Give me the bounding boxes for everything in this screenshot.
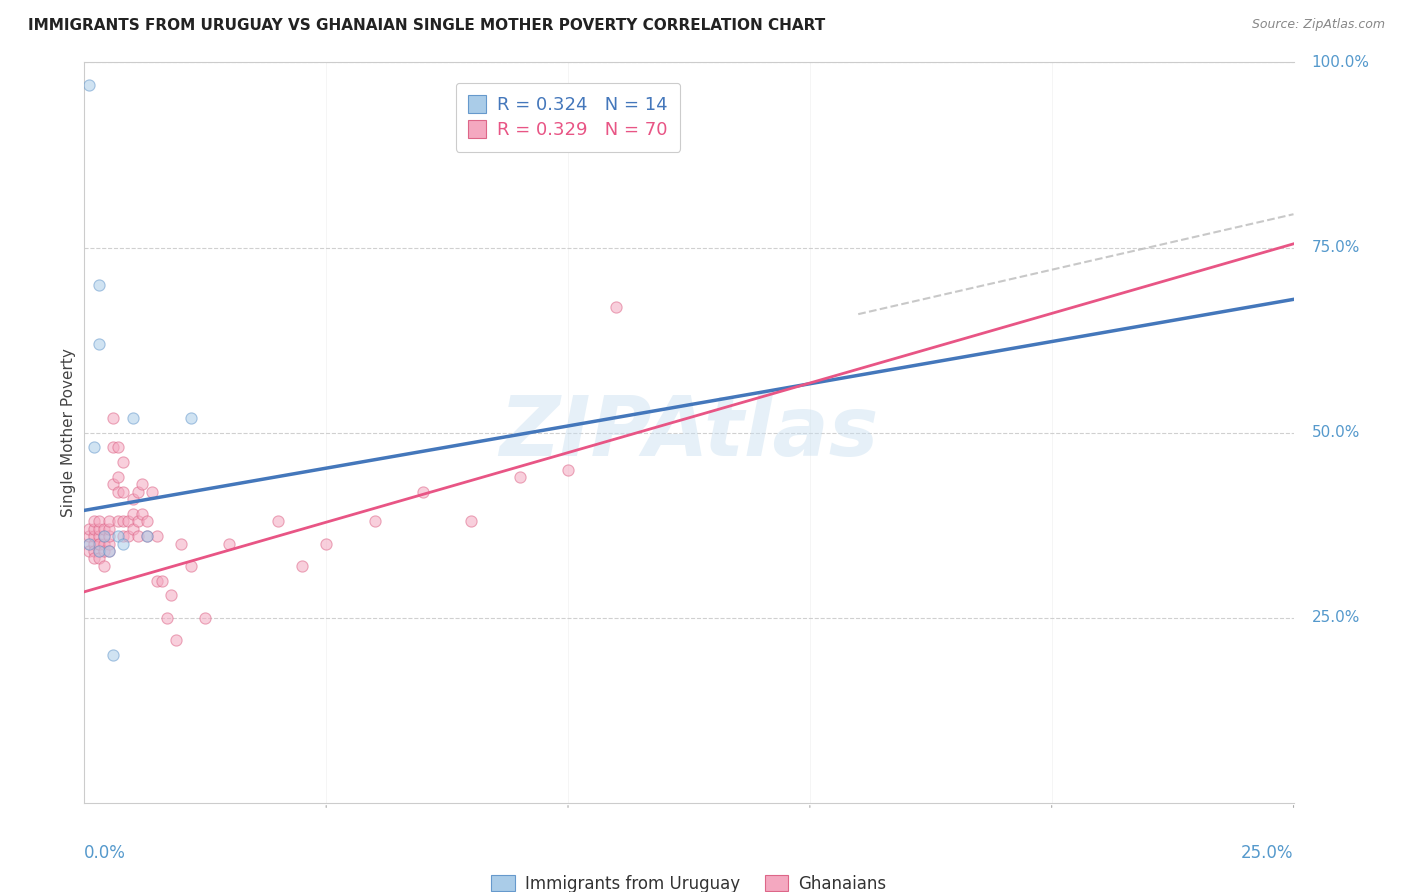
Point bbox=[112, 484, 135, 499]
Point bbox=[131, 507, 153, 521]
Point bbox=[194, 610, 217, 624]
Point bbox=[87, 529, 110, 543]
Point bbox=[83, 522, 105, 536]
Point bbox=[87, 536, 110, 550]
Point bbox=[141, 484, 163, 499]
Point bbox=[112, 455, 135, 469]
Text: Source: ZipAtlas.com: Source: ZipAtlas.com bbox=[1251, 18, 1385, 31]
Point bbox=[127, 484, 149, 499]
Point bbox=[93, 529, 115, 543]
Point bbox=[136, 515, 159, 529]
Point bbox=[77, 536, 100, 550]
Point bbox=[103, 441, 125, 455]
Point bbox=[107, 515, 129, 529]
Point bbox=[107, 484, 129, 499]
Point bbox=[121, 492, 143, 507]
Point bbox=[83, 544, 105, 558]
Point bbox=[77, 544, 100, 558]
Point bbox=[117, 515, 139, 529]
Point bbox=[77, 522, 100, 536]
Point bbox=[127, 529, 149, 543]
Point bbox=[107, 529, 129, 543]
Point bbox=[136, 529, 159, 543]
Point bbox=[315, 536, 337, 550]
Point bbox=[87, 515, 110, 529]
Point bbox=[121, 507, 143, 521]
Point bbox=[97, 529, 120, 543]
Point bbox=[131, 477, 153, 491]
Point bbox=[83, 529, 105, 543]
Point bbox=[180, 410, 202, 425]
Point bbox=[77, 529, 100, 543]
Point bbox=[83, 515, 105, 529]
Point bbox=[107, 470, 129, 484]
Point bbox=[103, 410, 125, 425]
Point bbox=[112, 529, 135, 543]
Point bbox=[97, 536, 120, 550]
Point bbox=[87, 544, 110, 558]
Point bbox=[77, 536, 100, 550]
Point bbox=[107, 441, 129, 455]
Point bbox=[509, 470, 531, 484]
Text: 25.0%: 25.0% bbox=[1241, 844, 1294, 862]
Point bbox=[87, 522, 110, 536]
Point bbox=[83, 441, 105, 455]
Point bbox=[150, 574, 173, 588]
Point bbox=[87, 336, 110, 351]
Point bbox=[83, 536, 105, 550]
Point bbox=[97, 522, 120, 536]
Point bbox=[103, 477, 125, 491]
Point bbox=[117, 529, 139, 543]
Point bbox=[87, 277, 110, 292]
Legend: Immigrants from Uruguay, Ghanaians: Immigrants from Uruguay, Ghanaians bbox=[484, 867, 894, 892]
Point bbox=[77, 78, 100, 92]
Text: 100.0%: 100.0% bbox=[1312, 55, 1369, 70]
Point bbox=[165, 632, 187, 647]
Point bbox=[87, 551, 110, 566]
Point bbox=[180, 558, 202, 573]
Text: 50.0%: 50.0% bbox=[1312, 425, 1360, 440]
Text: 0.0%: 0.0% bbox=[84, 844, 127, 862]
Point bbox=[93, 544, 115, 558]
Point bbox=[93, 558, 115, 573]
Point bbox=[460, 515, 482, 529]
Point bbox=[93, 529, 115, 543]
Point bbox=[93, 522, 115, 536]
Text: IMMIGRANTS FROM URUGUAY VS GHANAIAN SINGLE MOTHER POVERTY CORRELATION CHART: IMMIGRANTS FROM URUGUAY VS GHANAIAN SING… bbox=[28, 18, 825, 33]
Point bbox=[97, 544, 120, 558]
Point bbox=[93, 536, 115, 550]
Point bbox=[83, 551, 105, 566]
Point bbox=[267, 515, 290, 529]
Point bbox=[87, 544, 110, 558]
Point bbox=[103, 648, 125, 662]
Point bbox=[170, 536, 193, 550]
Point bbox=[218, 536, 240, 550]
Text: 75.0%: 75.0% bbox=[1312, 240, 1360, 255]
Point bbox=[412, 484, 434, 499]
Point bbox=[112, 536, 135, 550]
Point bbox=[291, 558, 314, 573]
Point bbox=[155, 610, 177, 624]
Text: ZIPAtlas: ZIPAtlas bbox=[499, 392, 879, 473]
Point bbox=[121, 522, 143, 536]
Point bbox=[127, 515, 149, 529]
Text: 25.0%: 25.0% bbox=[1312, 610, 1360, 625]
Point bbox=[363, 515, 385, 529]
Y-axis label: Single Mother Poverty: Single Mother Poverty bbox=[60, 348, 76, 517]
Point bbox=[97, 544, 120, 558]
Point bbox=[146, 574, 169, 588]
Point bbox=[112, 515, 135, 529]
Point bbox=[87, 536, 110, 550]
Point bbox=[136, 529, 159, 543]
Point bbox=[605, 300, 627, 314]
Point bbox=[146, 529, 169, 543]
Point bbox=[121, 410, 143, 425]
Point bbox=[160, 589, 183, 603]
Point bbox=[557, 462, 579, 476]
Point bbox=[97, 515, 120, 529]
